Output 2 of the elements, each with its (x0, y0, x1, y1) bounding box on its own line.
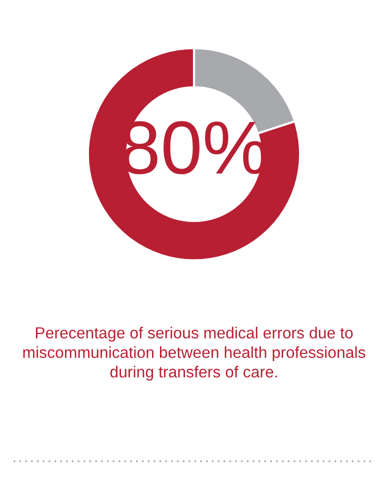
donut-slice (86, 46, 302, 262)
text: Perecentage of serious medical errors due to miscommunication between health professionals during transfers of care. (23, 326, 366, 381)
